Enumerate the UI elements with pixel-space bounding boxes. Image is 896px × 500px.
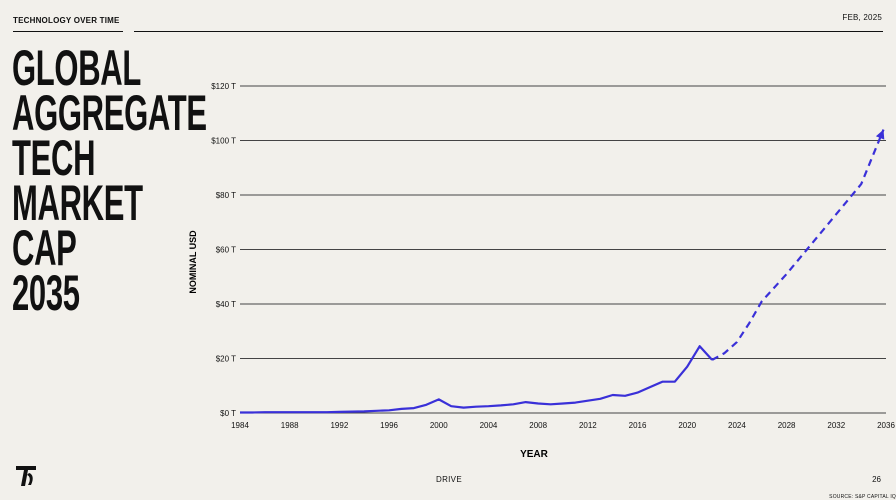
y-axis-label: NOMINAL USD — [188, 230, 198, 294]
page-title: GLOBAL AGGREGATE TECH MARKET CAP 2035 — [12, 40, 223, 321]
x-tick-label: 2004 — [480, 421, 498, 430]
chart-series — [240, 129, 885, 414]
report-date: FEB, 2025 — [842, 13, 882, 22]
x-tick-label: 2000 — [430, 421, 448, 430]
page-number: 26 — [872, 475, 881, 484]
x-tick-label: 2036 — [877, 421, 895, 430]
x-tick-label: 1988 — [281, 421, 299, 430]
x-axis-label: YEAR — [520, 449, 549, 460]
x-tick-label: 2024 — [728, 421, 746, 430]
y-tick-label: $100 T — [211, 137, 236, 146]
title-line: MARKET — [12, 175, 143, 231]
title-line: AGGREGATE — [12, 85, 207, 141]
title-line: CAP — [12, 220, 77, 276]
source-note: SOURCE: S&P CAPITAL IQ — [829, 494, 896, 500]
footer-brand: DRIVE — [436, 475, 462, 484]
x-tick-label: 1984 — [231, 421, 249, 430]
x-tick-label: 2032 — [827, 421, 845, 430]
header-rule-left — [13, 31, 123, 32]
x-tick-label: 2028 — [778, 421, 796, 430]
chart-grid — [240, 85, 886, 414]
title-line: 2035 — [12, 265, 80, 321]
x-tick-label: 1992 — [330, 421, 348, 430]
x-tick-label: 2008 — [529, 421, 547, 430]
title-line: GLOBAL — [12, 40, 142, 96]
header-rule-right — [134, 31, 883, 32]
y-tick-label: $120 T — [211, 82, 236, 91]
x-tick-label: 1996 — [380, 421, 398, 430]
section-label: TECHNOLOGY OVER TIME — [13, 16, 120, 25]
x-axis-ticks: 1984 1988 1992 1996 2000 2004 2008 2012 2016 2020… — [231, 421, 895, 430]
y-tick-label: $20 T — [216, 355, 236, 364]
historical-line — [240, 345, 713, 414]
y-tick-label: $80 T — [216, 191, 236, 200]
y-tick-label: $40 T — [216, 300, 236, 309]
y-tick-label: $0 T — [220, 409, 236, 418]
arrowhead-icon — [875, 129, 885, 140]
y-tick-label: $60 T — [216, 246, 236, 255]
title-line: TECH — [12, 130, 96, 186]
x-tick-label: 2020 — [678, 421, 696, 430]
x-tick-label: 2012 — [579, 421, 597, 430]
y-axis-ticks: $0 T $20 T $40 T $60 T $80 T $100 T $120 T — [211, 82, 236, 418]
x-tick-label: 2016 — [629, 421, 647, 430]
projection-line — [711, 129, 885, 361]
